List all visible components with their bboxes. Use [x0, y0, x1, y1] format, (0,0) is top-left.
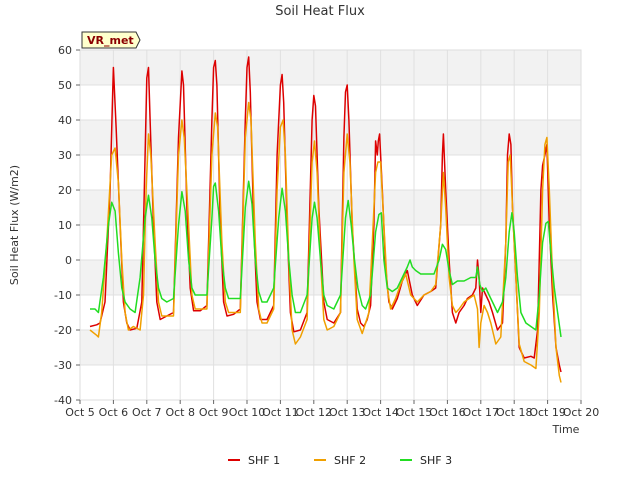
- x-tick-label: Oct 18: [496, 406, 533, 419]
- plot-band: [80, 225, 581, 260]
- plot-band: [80, 50, 581, 85]
- x-tick-label: Oct 17: [463, 406, 500, 419]
- y-tick-label: -20: [54, 324, 72, 337]
- y-tick-label: -10: [54, 289, 72, 302]
- station-badge-label: VR_met: [87, 34, 134, 47]
- x-tick-label: Oct 13: [329, 406, 366, 419]
- y-axis-title: Soil Heat Flux (W/m2): [8, 165, 21, 285]
- x-tick-label: Oct 20: [563, 406, 600, 419]
- plot-band: [80, 85, 581, 120]
- legend-label-shf-2: SHF 2: [334, 454, 366, 467]
- y-tick-label: 0: [65, 254, 72, 267]
- station-badge: VR_met: [81, 31, 141, 49]
- y-tick-label: 60: [58, 44, 72, 57]
- x-tick-label: Oct 16: [429, 406, 466, 419]
- x-tick-label: Oct 10: [229, 406, 266, 419]
- plot-band: [80, 190, 581, 225]
- x-tick-label: Oct 8: [165, 406, 195, 419]
- y-tick-label: -30: [54, 359, 72, 372]
- y-tick-label: 40: [58, 114, 72, 127]
- x-tick-label: Oct 7: [132, 406, 162, 419]
- series-line-shf-2: [89, 101, 562, 383]
- x-tick-label: Oct 6: [99, 406, 129, 419]
- y-tick-label: 10: [58, 219, 72, 232]
- y-tick-label: 20: [58, 184, 72, 197]
- series-line-shf-3: [90, 180, 562, 338]
- x-tick-label: Oct 5: [65, 406, 95, 419]
- x-tick-label: Oct 12: [296, 406, 333, 419]
- plot-band: [80, 260, 581, 295]
- x-tick-label: Oct 14: [362, 406, 399, 419]
- plot-band: [80, 295, 581, 330]
- x-tick-label: Oct 9: [199, 406, 229, 419]
- chart-title: Soil Heat Flux: [275, 4, 365, 19]
- x-tick-label: Oct 19: [529, 406, 566, 419]
- x-tick-label: Oct 11: [262, 406, 299, 419]
- legend-label-shf-3: SHF 3: [420, 454, 452, 467]
- plot-band: [80, 155, 581, 190]
- series-layer: [89, 56, 562, 383]
- legend-label-shf-1: SHF 1: [248, 454, 280, 467]
- plot-background-bands: [80, 50, 581, 400]
- plot-band: [80, 120, 581, 155]
- x-tick-label: Oct 15: [396, 406, 433, 419]
- plot-band: [80, 365, 581, 400]
- y-tick-label: 30: [58, 149, 72, 162]
- y-tick-label: -40: [54, 394, 72, 407]
- y-axis-ticks: -40 -30 -20 -10 0 10 20 30 40 50 60: [54, 44, 80, 407]
- y-tick-label: 50: [58, 79, 72, 92]
- legend: SHF 1 SHF 2 SHF 3: [228, 454, 452, 467]
- plot-band: [80, 330, 581, 365]
- x-axis-title: Time: [552, 423, 580, 436]
